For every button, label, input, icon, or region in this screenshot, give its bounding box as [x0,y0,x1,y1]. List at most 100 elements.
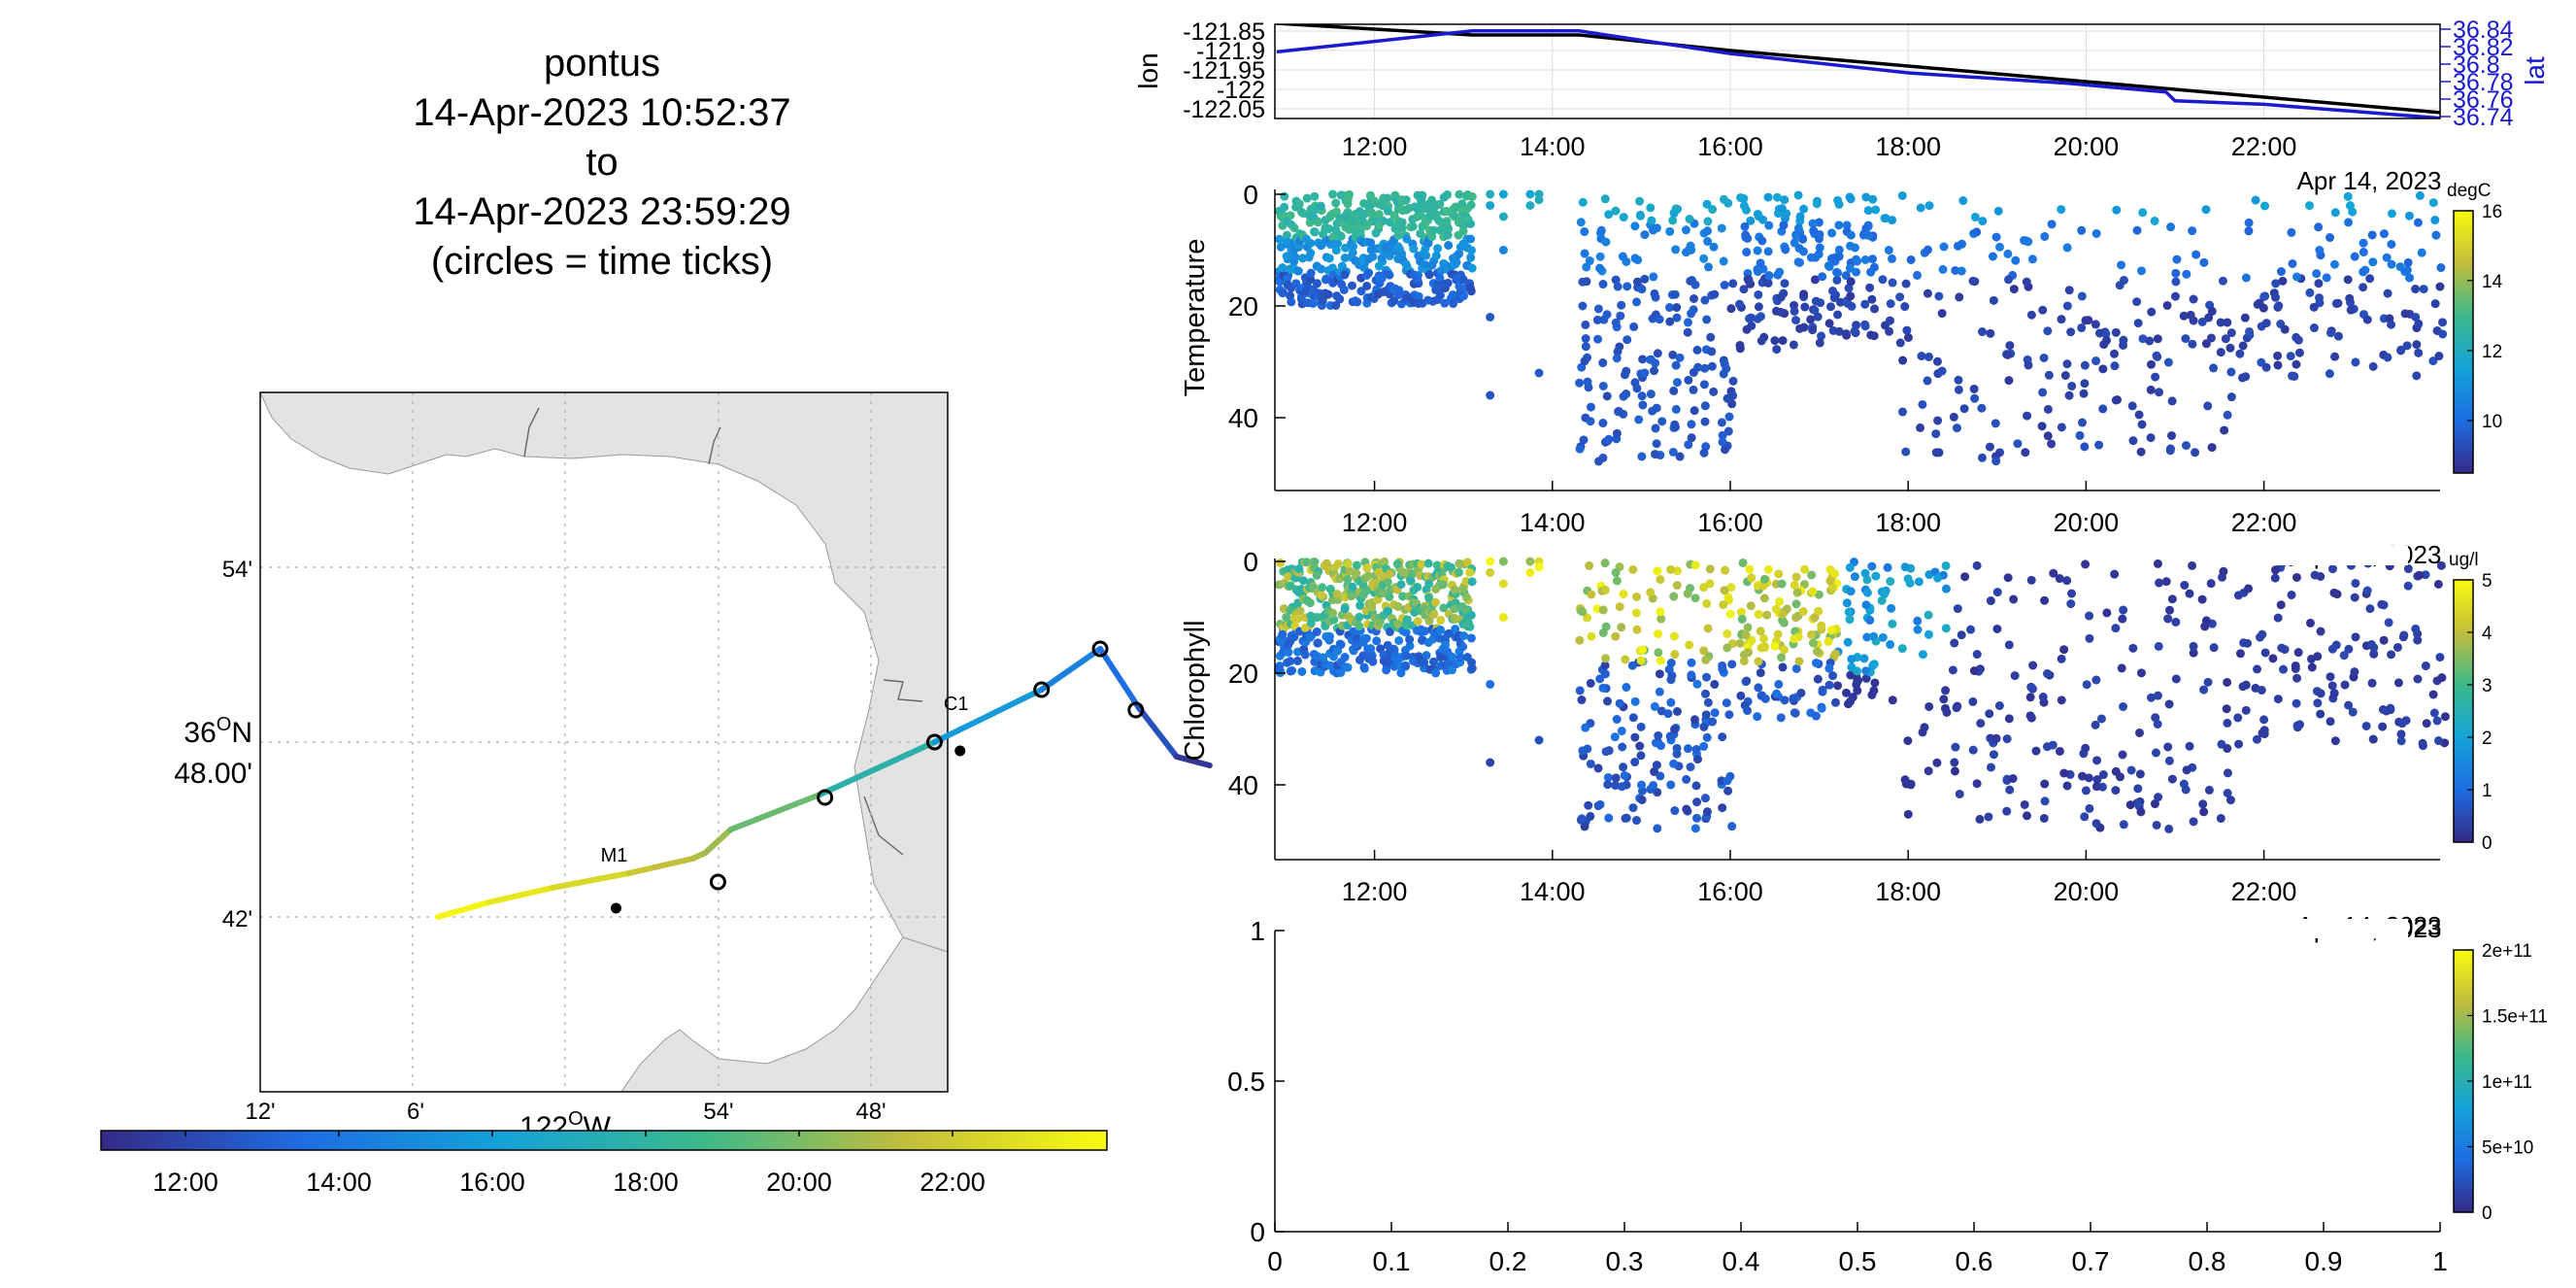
chlorophyll-point [1343,575,1353,585]
temperature-point [1841,329,1851,339]
chlorophyll-point [2339,651,2349,661]
station-label: M1 [601,845,628,866]
chlorophyll-point [2316,689,2325,698]
chlorophyll-point [1654,730,1663,740]
temperature-point [1635,196,1645,206]
chlorophyll-point [1763,564,1773,574]
temperature-point [1754,289,1763,299]
temperature-point [1525,201,1535,210]
chlorophyll-point [1691,781,1701,791]
chlorophyll-point [1903,574,1913,584]
temperature-point [1834,199,1844,209]
x-tick-label: 16:00 [1697,877,1763,906]
temperature-point [1764,220,1774,230]
temperature-point [2387,320,2396,329]
temperature-point [1611,318,1621,327]
track-segment [651,856,696,870]
lat-tick-label: 36.74 [2453,104,2514,131]
chlorophyll-point [1630,696,1640,706]
chlorophyll-point [1666,780,1676,790]
temperature-point [1331,246,1341,255]
chlorophyll-point [1888,695,1897,705]
chlorophyll-point [1431,668,1441,678]
chlorophyll-point [2273,695,2283,704]
temperature-point [1703,237,1713,247]
x-tick-label: 0 [1267,1246,1283,1276]
chlorophyll-point [1845,615,1855,625]
chlorophyll-point [1808,587,1818,596]
chlorophyll-point [1825,564,1835,574]
chlorophyll-point [2403,581,2413,591]
temperature-point [2136,266,2146,276]
chlorophyll-point [1721,565,1730,575]
chlorophyll-point [1992,624,2002,633]
chlorophyll-point [1486,568,1495,577]
chlorophyll-point [2397,719,2407,729]
chlorophyll-point [2111,624,2121,633]
lat-axis-label: lat [2520,56,2550,85]
temperature-point [1791,316,1801,325]
chlorophyll-point [1759,593,1769,603]
time-tick-circle [1033,681,1051,698]
chlorophyll-point [1950,638,1959,648]
chlorophyll-point [1454,567,1463,577]
temperature-point [1276,242,1286,252]
lonlat-x-tick-label: 20:00 [2054,132,2120,161]
chlorophyll-point [1286,657,1295,666]
chlorophyll-point [1401,651,1411,661]
chlorophyll-point [2197,594,2207,604]
chlorophyll-point [2092,775,2102,785]
temperature-point [1671,245,1681,254]
temperature-point [2351,357,2360,367]
chlorophyll-point [2351,578,2360,588]
chlorophyll-point [1378,588,1388,597]
chlorophyll-point [1465,567,1475,577]
temperature-point [2325,328,2335,338]
chlorophyll-point [2435,653,2445,662]
y-tick-label: 40 [1228,403,1258,433]
temperature-point [1665,317,1675,326]
temperature-point [1458,226,1468,236]
temperature-point [2040,231,2050,241]
temperature-point [2112,395,2122,405]
chlorophyll-point [2292,572,2301,582]
chlorophyll-point [1791,572,1801,582]
chlorophyll-point [1352,634,1361,644]
temperature-point [1374,210,1384,220]
chlorophyll-point [1817,621,1826,630]
temperature-point [1932,356,1942,366]
temperature-point [1799,247,1809,256]
temperature-point [1812,199,1822,209]
temperature-point [1895,292,1905,302]
chlorophyll-point [1682,804,1691,814]
temperature-point [2430,299,2440,309]
temperature-point [2309,323,2319,333]
temperature-point [2188,226,2197,236]
chlorophyll-point [2200,622,2210,631]
temperature-point [1681,225,1690,235]
chlorophyll-point [2020,799,2029,809]
chlorophyll-point [2413,635,2423,645]
chlorophyll-point [1638,645,1648,655]
temperature-point [2396,346,2406,356]
colorbar-tick-label: 1 [2482,781,2492,801]
temperature-point [2043,404,2053,414]
temperature-point [2315,293,2325,303]
temperature-point [2062,301,2072,311]
chlorophyll-point [1486,557,1495,566]
colorbar-tick-label: 10 [2482,412,2502,432]
chlorophyll-point [1753,712,1762,722]
colorbar-tick-label: 2 [2482,729,2492,749]
chlorophyll-point [2004,640,2014,650]
temperature-point [1595,252,1605,261]
temperature-point [2383,353,2392,362]
temperature-point [2360,265,2370,275]
temperature-point [2438,318,2448,327]
temperature-point [2067,381,2077,390]
temperature-point [2271,292,2281,302]
chlorophyll-point [1393,602,1403,612]
temperature-point [1670,289,1680,299]
temperature-point [1669,386,1679,395]
y-tick-label: 20 [1228,291,1258,322]
